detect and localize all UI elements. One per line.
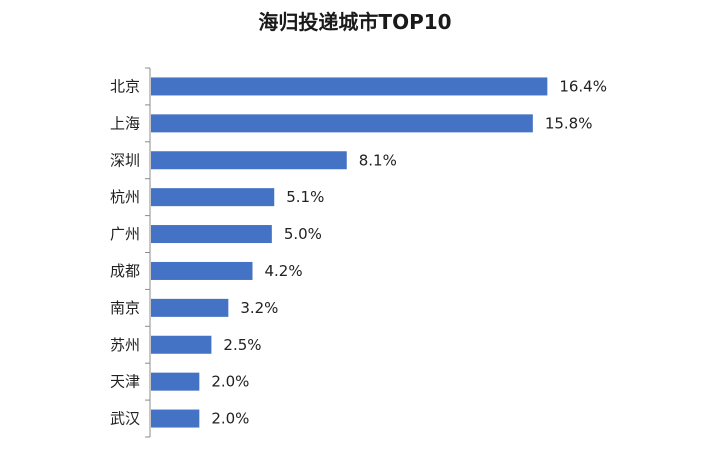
- bar-3: [151, 188, 275, 207]
- bar-8: [151, 372, 200, 391]
- value-label: 2.0%: [211, 373, 249, 391]
- axis-layer: [145, 67, 151, 438]
- category-label: 深圳: [110, 151, 140, 169]
- bars-layer: [151, 77, 548, 428]
- value-label: 3.2%: [240, 299, 278, 317]
- bar-9: [151, 409, 200, 428]
- value-label: 2.0%: [211, 410, 249, 428]
- value-label: 15.8%: [545, 114, 593, 132]
- bar-5: [151, 261, 253, 280]
- value-label: 5.0%: [284, 225, 322, 243]
- category-label: 苏州: [110, 336, 140, 354]
- category-label: 成都: [110, 262, 140, 280]
- category-label: 武汉: [110, 410, 140, 428]
- category-label: 南京: [110, 299, 140, 317]
- bar-4: [151, 225, 272, 244]
- category-label: 北京: [110, 77, 140, 95]
- bar-6: [151, 298, 229, 317]
- value-label: 5.1%: [286, 188, 324, 206]
- bar-7: [151, 335, 212, 354]
- value-label: 16.4%: [559, 77, 607, 95]
- category-label: 天津: [110, 373, 140, 391]
- chart-title: 海归投递城市TOP10: [258, 10, 452, 34]
- value-label: 4.2%: [265, 262, 303, 280]
- bar-1: [151, 114, 533, 133]
- bar-2: [151, 151, 347, 170]
- value-label: 8.1%: [359, 151, 397, 169]
- category-label: 杭州: [110, 188, 140, 206]
- value-label: 2.5%: [223, 336, 261, 354]
- labels-layer: 北京 16.4% 上海 15.8% 深圳 8.1% 杭州 5.1% 广州 5.0% 成都 4.2% 南京…: [110, 77, 607, 427]
- bar-0: [151, 77, 548, 96]
- category-label: 上海: [110, 114, 140, 132]
- category-label: 广州: [110, 225, 140, 243]
